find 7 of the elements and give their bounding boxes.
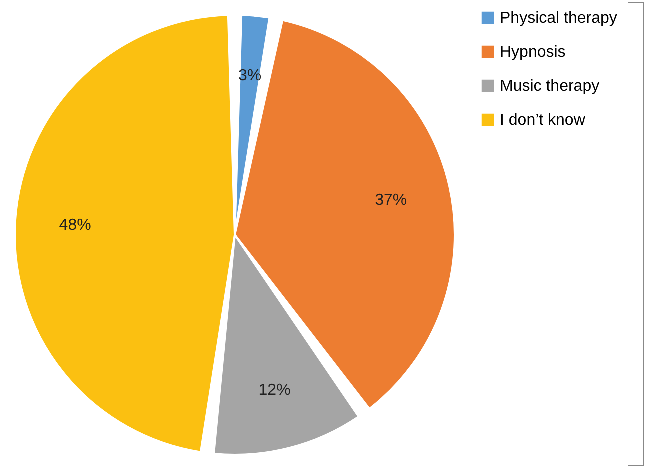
legend-label: I don’t know xyxy=(500,112,586,129)
legend-label: Hypnosis xyxy=(500,44,566,61)
data-label: 12% xyxy=(258,382,291,399)
legend-label: Music therapy xyxy=(500,78,600,95)
legend-label: Physical therapy xyxy=(500,10,618,27)
data-label: 37% xyxy=(375,192,408,210)
data-label: 48% xyxy=(59,216,92,234)
